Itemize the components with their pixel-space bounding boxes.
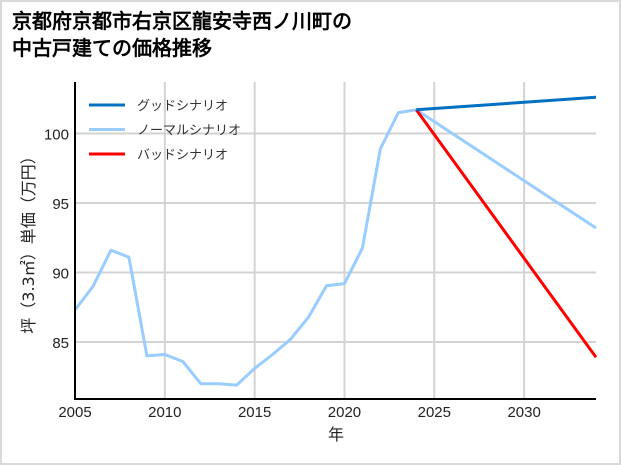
data-series <box>73 95 598 387</box>
x-tick-label: 2020 <box>328 404 361 421</box>
legend-label: バッドシナリオ <box>137 148 228 163</box>
x-tick-label: 2030 <box>507 404 540 421</box>
y-tick-label: 90 <box>52 265 69 282</box>
y-tick-labels: 85 90 95 100 <box>44 126 69 352</box>
series-line <box>415 108 598 359</box>
x-tick-label: 2005 <box>58 404 91 421</box>
y-tick-label: 95 <box>52 196 69 213</box>
series-line <box>73 108 597 387</box>
chart-title-line-2: 中古戸建ての価格推移 <box>12 36 212 60</box>
x-tick-label: 2025 <box>418 404 451 421</box>
y-axis-label: 坪（3.3㎡）単価（万円） <box>19 148 38 333</box>
chart-title-line-1: 京都府京都市右京区龍安寺西ノ川町の <box>12 9 352 33</box>
y-tick-label: 100 <box>44 126 69 143</box>
axes <box>74 82 596 400</box>
x-tick-labels: 2005 2010 2015 2020 2025 2030 <box>58 404 541 421</box>
x-tick-label: 2010 <box>148 404 181 421</box>
series-line <box>416 95 597 112</box>
x-tick-label: 2015 <box>238 404 271 421</box>
legend-label: ノーマルシナリオ <box>137 124 241 139</box>
x-axis-label: 年 <box>328 425 344 444</box>
legend-label: グッドシナリオ <box>137 99 228 114</box>
chart-title: 京都府京都市右京区龍安寺西ノ川町の 中古戸建ての価格推移 <box>12 8 352 62</box>
y-tick-label: 85 <box>52 335 69 352</box>
